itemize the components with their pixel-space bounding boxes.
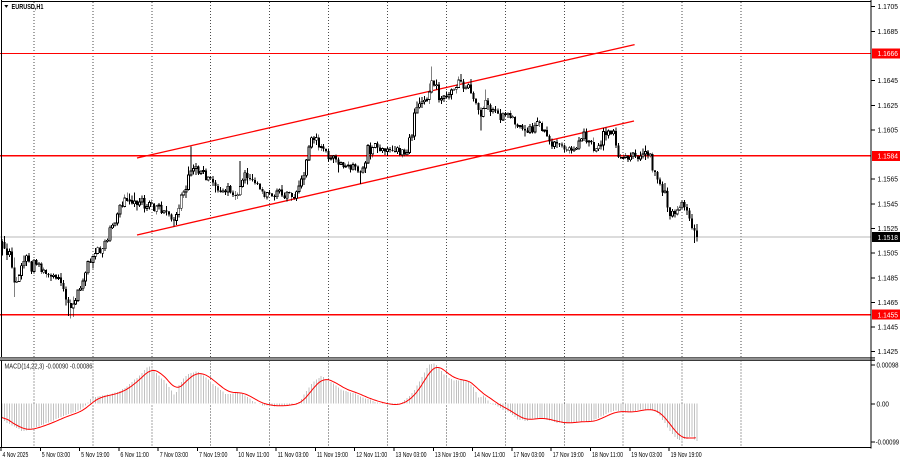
svg-text:1.1465: 1.1465	[878, 298, 899, 307]
svg-text:1.1645: 1.1645	[878, 76, 899, 85]
svg-text:11 Nov 19:00: 11 Nov 19:00	[317, 450, 348, 459]
svg-text:12 Nov 11:00: 12 Nov 11:00	[356, 450, 387, 459]
svg-text:1.1425: 1.1425	[878, 347, 899, 356]
svg-text:MACD(14,22,3) -0.00090 -0.0008: MACD(14,22,3) -0.00090 -0.00086	[5, 361, 93, 370]
svg-text:1.1485: 1.1485	[878, 273, 899, 282]
svg-text:1.1705: 1.1705	[878, 2, 899, 11]
svg-text:6 Nov 11:00: 6 Nov 11:00	[120, 450, 148, 459]
svg-text:19 Nov 19:00: 19 Nov 19:00	[671, 450, 702, 459]
svg-text:7 Nov 03:00: 7 Nov 03:00	[160, 450, 188, 459]
svg-text:11 Nov 03:00: 11 Nov 03:00	[278, 450, 309, 459]
svg-text:18 Nov 11:00: 18 Nov 11:00	[592, 450, 623, 459]
svg-text:1.1605: 1.1605	[878, 125, 899, 134]
svg-text:4 Nov 2025: 4 Nov 2025	[3, 450, 29, 459]
svg-text:1.1445: 1.1445	[878, 323, 899, 332]
svg-text:-0.00099: -0.00099	[876, 438, 900, 447]
svg-text:1.1625: 1.1625	[878, 101, 899, 110]
svg-text:10 Nov 11:00: 10 Nov 11:00	[238, 450, 269, 459]
svg-text:1.1685: 1.1685	[878, 27, 899, 36]
svg-text:1.1565: 1.1565	[878, 175, 899, 184]
svg-text:1.1666: 1.1666	[878, 49, 899, 58]
svg-text:13 Nov 03:00: 13 Nov 03:00	[396, 450, 427, 459]
svg-text:1.1455: 1.1455	[878, 310, 899, 319]
svg-text:14 Nov 11:00: 14 Nov 11:00	[474, 450, 505, 459]
svg-text:1.1525: 1.1525	[878, 224, 899, 233]
svg-text:17 Nov 19:00: 17 Nov 19:00	[553, 450, 584, 459]
svg-text:EURUSD,H1: EURUSD,H1	[12, 2, 44, 11]
svg-text:1.1545: 1.1545	[878, 199, 899, 208]
svg-text:1.1505: 1.1505	[878, 249, 899, 258]
svg-text:17 Nov 03:00: 17 Nov 03:00	[513, 450, 544, 459]
svg-text:19 Nov 03:00: 19 Nov 03:00	[631, 450, 662, 459]
svg-text:5 Nov 19:00: 5 Nov 19:00	[81, 450, 109, 459]
svg-text:0.00098: 0.00098	[877, 360, 899, 369]
svg-text:13 Nov 19:00: 13 Nov 19:00	[435, 450, 466, 459]
svg-text:5 Nov 03:00: 5 Nov 03:00	[42, 450, 70, 459]
svg-text:1.1584: 1.1584	[878, 152, 899, 161]
svg-text:0.00: 0.00	[877, 399, 890, 408]
svg-text:7 Nov 19:00: 7 Nov 19:00	[199, 450, 227, 459]
svg-text:1.1518: 1.1518	[878, 233, 899, 242]
